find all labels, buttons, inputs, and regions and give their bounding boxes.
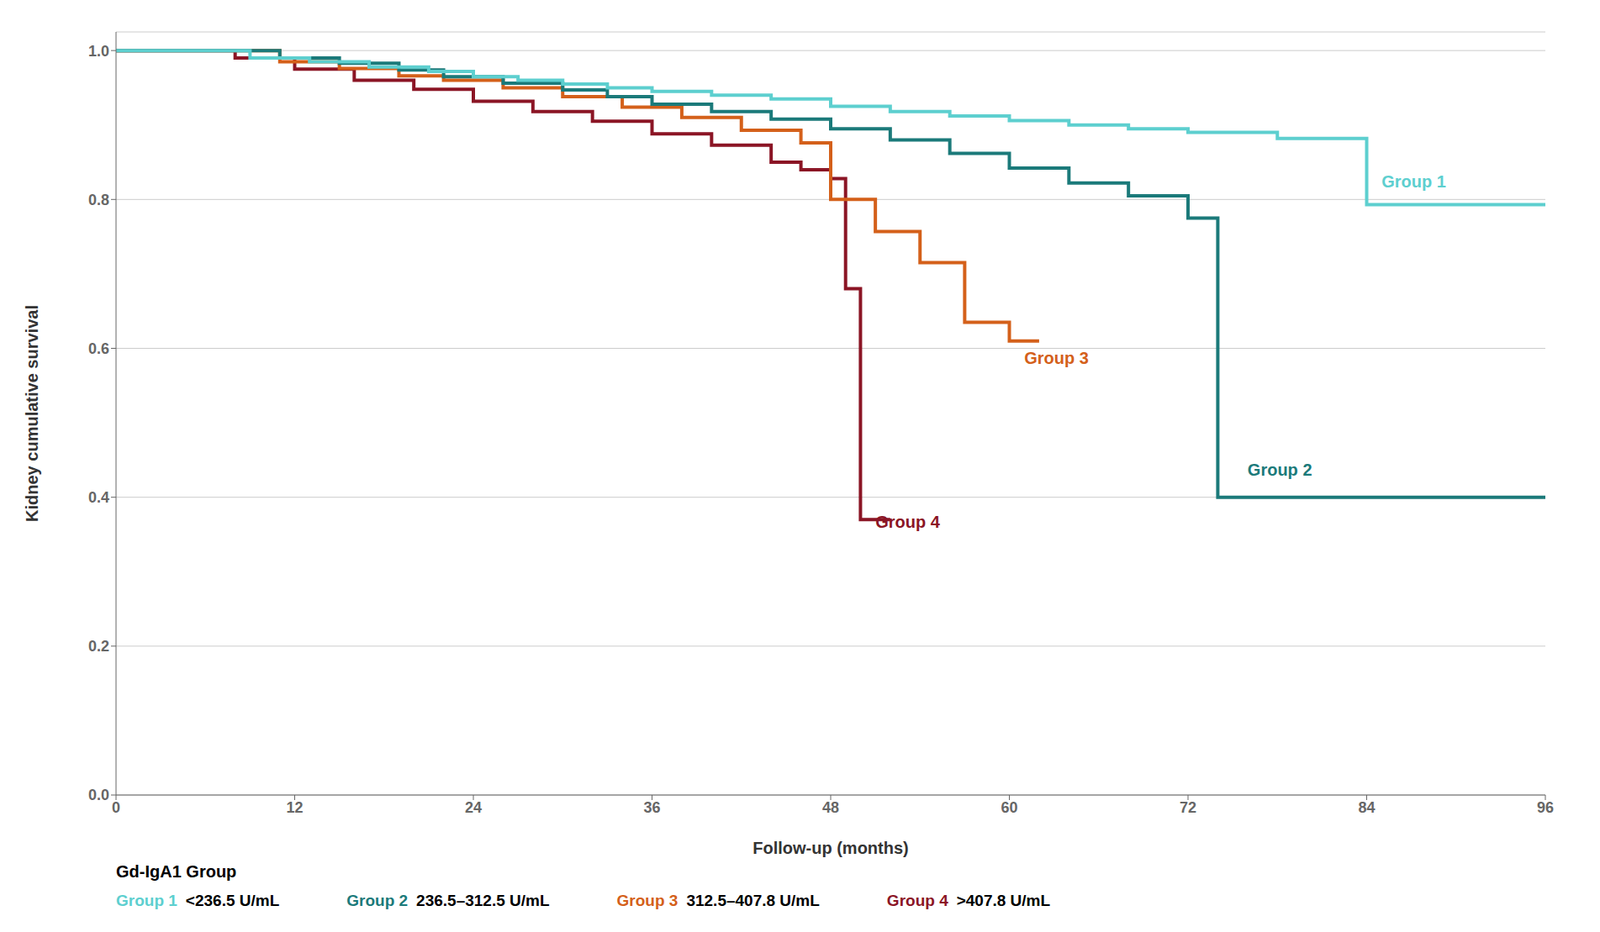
svg-text:36: 36: [643, 799, 661, 817]
svg-text:96: 96: [1536, 799, 1554, 817]
svg-text:1.0: 1.0: [88, 42, 110, 60]
svg-text:Group 4: Group 4: [875, 512, 941, 532]
svg-text:0.6: 0.6: [88, 340, 110, 358]
svg-text:Follow-up (months): Follow-up (months): [752, 839, 909, 858]
html-text:Gd-IgA1 Group: Gd-IgA1 Group: [116, 862, 237, 882]
svg-text:0.0: 0.0: [88, 786, 110, 804]
svg-text:Kidney cumulative survival: Kidney cumulative survival: [22, 305, 42, 523]
html-text:236.5–312.5 U/mL: 236.5–312.5 U/mL: [416, 892, 550, 910]
svg-text:48: 48: [822, 799, 840, 817]
html-text:312.5–407.8 U/mL: 312.5–407.8 U/mL: [686, 892, 820, 910]
svg-text:84: 84: [1357, 799, 1375, 817]
svg-text:0.4: 0.4: [88, 489, 110, 507]
svg-text:0.8: 0.8: [88, 191, 110, 209]
svg-text:12: 12: [285, 799, 303, 817]
svg-text:Group 2: Group 2: [1247, 460, 1313, 480]
html-text:<236.5 U/mL: <236.5 U/mL: [185, 892, 280, 910]
html-text:Group 3: Group 3: [616, 892, 679, 910]
svg-text:60: 60: [1000, 799, 1018, 817]
svg-text:0: 0: [111, 799, 121, 817]
html-text:Group 2: Group 2: [346, 892, 408, 910]
html-text:>407.8 U/mL: >407.8 U/mL: [956, 892, 1051, 910]
html-text:Group 4: Group 4: [886, 892, 949, 910]
svg-text:Group 3: Group 3: [1024, 348, 1089, 368]
svg-text:72: 72: [1179, 799, 1197, 817]
svg-text:Group 1: Group 1: [1381, 172, 1447, 191]
html-text:Group 1: Group 1: [116, 892, 178, 910]
svg-text:0.2: 0.2: [88, 638, 110, 655]
svg-text:24: 24: [464, 799, 482, 817]
